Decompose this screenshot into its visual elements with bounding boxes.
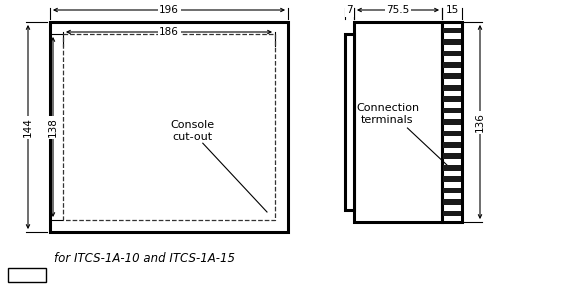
Bar: [442, 22, 462, 222]
Bar: [443, 165, 461, 170]
Bar: [443, 85, 461, 91]
Text: 15: 15: [446, 5, 459, 15]
Bar: [443, 96, 461, 102]
Bar: [443, 108, 461, 113]
Bar: [443, 142, 461, 148]
Bar: [443, 51, 461, 56]
Bar: [63, 34, 275, 220]
Bar: [443, 28, 461, 34]
Text: 144: 144: [23, 117, 33, 137]
Bar: [443, 176, 461, 182]
Text: for ITCS-1A-10 and ITCS-1A-15: for ITCS-1A-10 and ITCS-1A-15: [54, 252, 236, 264]
Text: 75.5: 75.5: [386, 5, 410, 15]
Text: 138: 138: [48, 117, 58, 137]
Text: Connection
terminals: Connection terminals: [356, 103, 419, 125]
Bar: [50, 22, 288, 232]
Bar: [443, 74, 461, 79]
Bar: [354, 22, 442, 222]
Text: 186: 186: [159, 27, 179, 37]
Bar: [443, 62, 461, 68]
Text: Console
cut-out: Console cut-out: [170, 120, 215, 142]
Bar: [8, 268, 46, 282]
Bar: [443, 131, 461, 136]
Text: 7: 7: [346, 5, 353, 15]
Text: 196: 196: [159, 5, 179, 15]
Bar: [443, 199, 461, 205]
Text: 136: 136: [475, 112, 485, 132]
Bar: [443, 210, 461, 216]
Bar: [345, 34, 354, 210]
Bar: [443, 39, 461, 45]
Bar: [443, 119, 461, 125]
Bar: [443, 153, 461, 159]
Bar: [443, 188, 461, 193]
